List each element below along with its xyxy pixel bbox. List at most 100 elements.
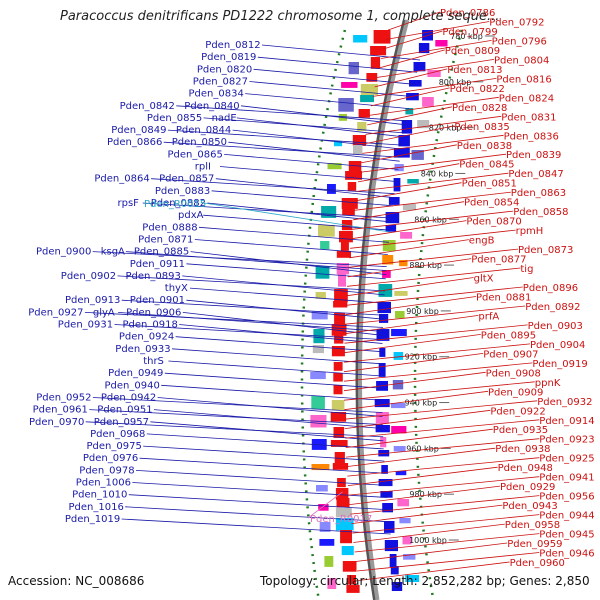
right-gc-block (311, 396, 325, 410)
left-gc-block (393, 352, 404, 360)
left-strand-feature (388, 197, 400, 205)
right-gene-label: Pden_0796 (492, 36, 547, 47)
left-gc-block (402, 204, 417, 211)
left-strand-feature (401, 120, 413, 134)
left-gene-label: Pden_0834 (189, 89, 244, 100)
right-gene-label: gltX (474, 274, 494, 285)
right-label-connector (343, 362, 533, 382)
left-strand-feature (378, 479, 393, 487)
right-label-connector (344, 400, 538, 420)
left-gene-label: Pden_0827 (193, 77, 248, 88)
right-label-connector (378, 49, 445, 69)
right-strand-feature (334, 313, 346, 327)
left-label-connector (194, 239, 388, 255)
left-gc-block (411, 150, 424, 160)
right-label-connector (344, 343, 531, 363)
left-gc-block (402, 536, 412, 545)
right-label-connector (344, 381, 535, 401)
left-strand-feature (379, 314, 389, 323)
left-gene-label: Pden_0849 (111, 125, 166, 136)
right-gene-label: Pden_0845 (459, 160, 514, 171)
right-gene-label: Pden_0919 (532, 359, 587, 370)
left-gene-label: Pden_0927 (28, 307, 83, 318)
right-gene-label: Pden_0838 (457, 141, 512, 152)
right-strand-feature (333, 385, 343, 395)
left-label-connector (121, 518, 391, 535)
right-gene-label: Pden_0892 (525, 302, 580, 313)
right-label-connector (344, 324, 528, 344)
right-strand-feature (333, 373, 343, 382)
right-gc-block (321, 206, 337, 218)
kbp-tick-label: 920 kbp (405, 353, 438, 362)
right-label-connector (347, 466, 498, 486)
left-gene-label: Pden_0871 (138, 235, 193, 246)
right-strand-feature (341, 546, 354, 556)
kbp-tick-label: 800 kbp (439, 78, 472, 87)
left-label-connector (125, 251, 387, 271)
right-label-connector (360, 144, 457, 164)
right-label-connector (365, 115, 502, 135)
right-gene-label: Pden_0959 (507, 539, 562, 550)
right-gene-label: Pden_0929 (500, 482, 555, 493)
right-label-connector (349, 485, 501, 505)
right-gene-label: Pden_0873 (518, 245, 573, 256)
left-gc-block (391, 426, 407, 434)
kbp-tick-label: 940 kbp (405, 399, 438, 408)
right-strand-feature (360, 95, 374, 103)
right-label-connector (343, 353, 484, 373)
kbp-tick-label: 840 kbp (421, 170, 454, 179)
left-label-connector (203, 214, 391, 231)
left-strand-feature (389, 554, 397, 567)
left-gc-block (422, 97, 434, 107)
right-gene-label: Pden_0945 (539, 530, 594, 541)
right-strand-feature (335, 508, 352, 518)
left-gene-label: Pden_0942 (101, 393, 156, 404)
right-strand-feature (331, 324, 347, 336)
right-gene-label: Pden_0935 (493, 425, 548, 436)
left-strand-feature (385, 212, 400, 224)
left-label-connector (219, 166, 397, 182)
left-strand-feature (382, 255, 394, 265)
right-label-connector (351, 504, 503, 524)
right-gene-label: Pden_0847 (508, 169, 563, 180)
left-gene-label: Pden_0940 (105, 380, 160, 391)
right-label-connector (343, 371, 486, 392)
right-strand-feature (338, 274, 346, 287)
left-label-connector (261, 44, 421, 61)
right-label-connector (345, 428, 493, 448)
left-gene-label: Pden_0911 (130, 259, 185, 270)
left-gene-label: Pden_1016 (69, 502, 124, 513)
left-gc-block (394, 291, 408, 296)
rna-label-left: Pden_R0015 (144, 199, 206, 210)
right-gene-label: Pden_0839 (506, 150, 561, 161)
left-gene-label: Pden_0820 (197, 64, 252, 75)
right-gene-label: Pden_0908 (486, 368, 541, 379)
left-strand-feature (381, 465, 388, 474)
left-gene-label: Pden_0976 (83, 453, 138, 464)
left-gene-label: Pden_0844 (176, 125, 231, 136)
left-label-connector (139, 457, 386, 474)
right-strand-feature (353, 145, 363, 154)
left-strand-feature (379, 348, 386, 357)
right-gc-block (320, 241, 330, 250)
right-strand-feature (347, 182, 357, 191)
left-strand-feature (374, 399, 390, 408)
left-strand-feature (391, 582, 403, 591)
right-label-connector (352, 210, 514, 230)
left-gene-label: Pden_0949 (108, 368, 163, 379)
left-label-connector (257, 56, 418, 73)
left-gene-label: Pden_0864 (94, 174, 149, 185)
left-gene-label: Pden_0906 (126, 307, 181, 318)
right-strand-feature (339, 231, 353, 243)
right-strand-feature (348, 161, 362, 174)
right-label-connector (355, 542, 508, 562)
right-gene-label: Pden_0877 (471, 255, 526, 266)
left-label-connector (92, 397, 383, 413)
right-gene-label: Pden_0896 (523, 283, 578, 294)
left-label-connector (151, 178, 395, 195)
kbp-tick-label: 900 kbp (406, 307, 439, 316)
left-strand-feature (384, 521, 395, 533)
right-strand-feature (340, 241, 349, 251)
left-label-connector (211, 190, 394, 207)
right-label-connector (381, 40, 492, 59)
